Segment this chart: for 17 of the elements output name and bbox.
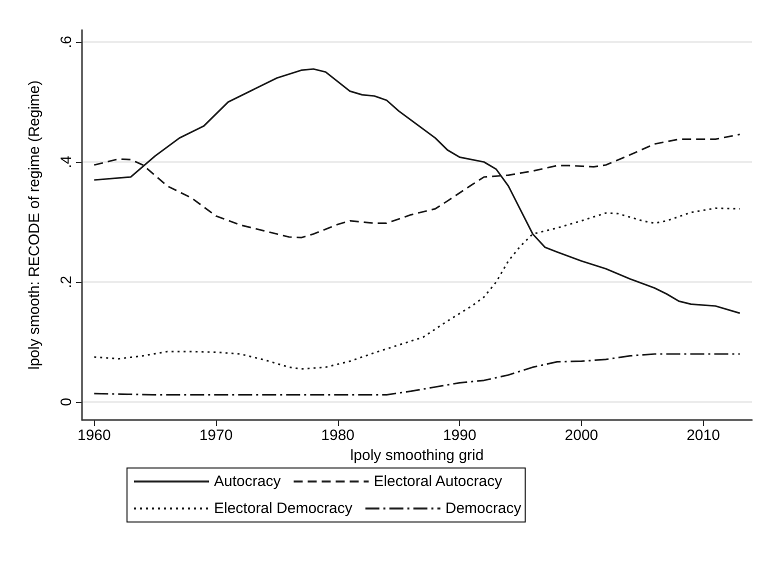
legend-label: Autocracy xyxy=(214,473,282,490)
line-series xyxy=(93,353,741,396)
legend-label: Democracy xyxy=(445,500,522,517)
legend-label: Electoral Autocracy xyxy=(374,473,503,490)
y-axis-title: lpoly smooth: RECODE of regime (Regime) xyxy=(26,80,43,370)
x-axis-title: lpoly smoothing grid xyxy=(350,447,484,464)
y-tick-label: 0 xyxy=(58,398,75,406)
y-tick-label: .6 xyxy=(58,36,75,48)
legend-label: Electoral Democracy xyxy=(214,500,353,517)
y-tick-label: .2 xyxy=(58,276,75,288)
x-tick-label: 2010 xyxy=(686,427,720,444)
x-tick-label: 2000 xyxy=(564,427,598,444)
x-tick-label: 1990 xyxy=(442,427,476,444)
x-tick-label: 1960 xyxy=(77,427,111,444)
x-tick-label: 1970 xyxy=(199,427,233,444)
y-tick-label: .4 xyxy=(58,156,75,168)
x-tick-label: 1980 xyxy=(321,427,355,444)
